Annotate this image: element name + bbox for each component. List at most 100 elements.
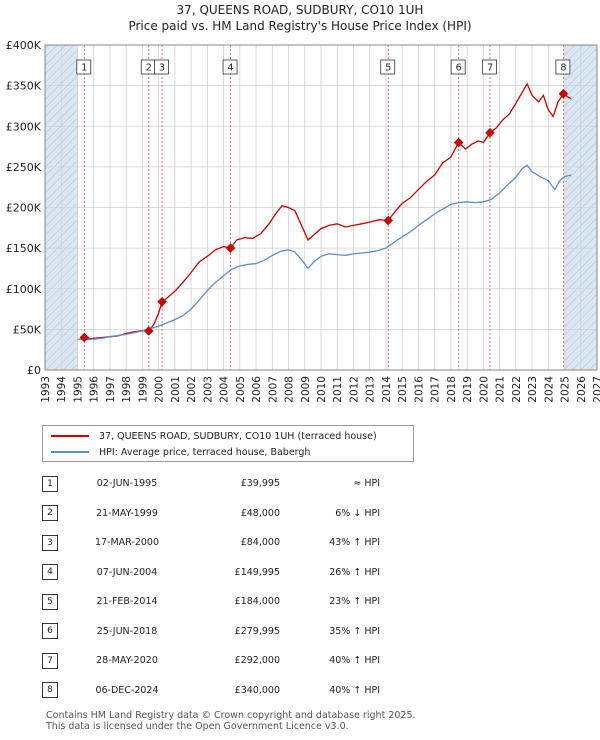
sale-date: 02-JUN-1995 — [96, 478, 158, 490]
transaction-row: 8 06-DEC-2024 £340,000 40% ↑ HPI — [42, 676, 380, 706]
transaction-row: 5 21-FEB-2014 £184,000 23% ↑ HPI — [42, 587, 380, 617]
x-tick-label: 2014 — [381, 376, 393, 403]
hpi-line — [77, 164, 572, 341]
footer-copyright: Contains HM Land Registry data © Crown c… — [46, 710, 416, 721]
legend-label-property: 37, QUEENS ROAD, SUDBURY, CO10 1UH (terr… — [99, 430, 377, 442]
sale-hpi-comparison: ≈ HPI — [353, 478, 380, 490]
sale-badge-number: 6 — [456, 63, 462, 74]
sale-point — [157, 296, 167, 307]
x-tick-label: 1996 — [89, 376, 101, 403]
x-tick-label: 2022 — [511, 376, 523, 403]
sale-hpi-comparison: 35% ↑ HPI — [329, 625, 380, 637]
y-tick-label: £50K — [13, 323, 42, 336]
sale-number-badge: 4 — [42, 564, 58, 581]
x-tick-label: 2023 — [527, 376, 539, 403]
sale-point — [143, 326, 154, 336]
x-tick-label: 1995 — [72, 376, 84, 403]
sale-date: 17-MAR-2000 — [94, 537, 160, 549]
sale-price: £48,000 — [240, 507, 280, 519]
sale-point — [453, 137, 464, 148]
x-tick-label: 2020 — [478, 376, 490, 403]
sale-hpi-comparison: 40% ↑ HPI — [329, 655, 380, 667]
sale-price: £149,995 — [234, 566, 280, 578]
y-tick-label: £350K — [6, 80, 42, 93]
x-tick-label: 1998 — [121, 376, 133, 403]
sale-point — [225, 243, 236, 253]
transaction-row: 7 28-MAY-2020 £292,000 40% ↑ HPI — [42, 646, 380, 676]
x-tick-label: 1993 — [40, 376, 52, 403]
x-tick-label: 2024 — [543, 376, 555, 403]
sale-point — [79, 332, 90, 343]
sale-number-badge: 3 — [42, 534, 58, 551]
sale-number-badge: 8 — [42, 682, 58, 699]
x-tick-label: 2007 — [267, 376, 279, 403]
sale-badge-number: 3 — [159, 63, 165, 74]
legend-item-property: 37, QUEENS ROAD, SUDBURY, CO10 1UH (terr… — [51, 429, 377, 443]
chart-legend: 37, QUEENS ROAD, SUDBURY, CO10 1UH (terr… — [42, 425, 414, 462]
sale-badge-box — [76, 59, 92, 75]
x-tick-label: 2005 — [235, 376, 247, 403]
sale-hpi-comparison: 6% ↓ HPI — [335, 507, 380, 519]
sale-point — [485, 127, 495, 138]
x-tick-label: 1994 — [56, 376, 68, 403]
price-chart: 1993 1994 1995 1996 1997 1998 1999 2000 2001 2002… — [6, 39, 600, 403]
transaction-row: 3 17-MAR-2000 £84,000 43% ↑ HPI — [42, 528, 380, 558]
sale-badge-number: 1 — [81, 63, 87, 74]
sale-date: 25-JUN-2018 — [96, 625, 158, 637]
x-tick-label: 2018 — [446, 376, 458, 403]
y-tick-label: £0 — [27, 364, 41, 377]
sale-price: £39,995 — [240, 478, 280, 490]
sale-badge-number: 7 — [487, 63, 493, 74]
sale-badge-box — [482, 59, 497, 75]
x-tick-label: 2001 — [170, 376, 182, 403]
chart-subtitle: Price paid vs. HM Land Registry's House … — [128, 19, 472, 33]
x-tick-label: 2019 — [462, 376, 474, 403]
x-tick-label: 2003 — [202, 376, 214, 403]
y-tick-label: £250K — [6, 161, 42, 174]
x-tick-label: 1999 — [137, 376, 149, 403]
sale-number-badge: 6 — [42, 623, 58, 640]
transaction-row: 6 25-JUN-2018 £279,995 35% ↑ HPI — [42, 617, 380, 647]
x-tick-label: 2009 — [300, 376, 312, 403]
x-tick-label: 2010 — [316, 376, 328, 403]
footer: Contains HM Land Registry data © Crown c… — [46, 710, 416, 732]
sale-price: £279,995 — [234, 625, 280, 637]
sale-badge-box — [555, 59, 571, 75]
x-tick-label: 2008 — [284, 376, 296, 403]
sale-hpi-comparison: 40% ↑ HPI — [329, 684, 380, 696]
sale-badge-box — [154, 59, 169, 75]
sale-date: 28-MAY-2020 — [96, 655, 158, 667]
sale-date: 07-JUN-2004 — [96, 566, 158, 578]
legend-swatch-property — [51, 435, 89, 437]
sale-date: 21-MAY-1999 — [96, 507, 158, 519]
legend-item-hpi: HPI: Average price, terraced house, Babe… — [51, 445, 310, 459]
x-tick-label: 2025 — [560, 376, 572, 403]
x-tick-label: 2016 — [413, 376, 425, 403]
x-tick-label: 2012 — [348, 376, 360, 403]
y-tick-label: £100K — [6, 283, 42, 296]
sale-date: 06-DEC-2024 — [95, 684, 159, 696]
x-tick-label: 2002 — [186, 376, 198, 403]
property-price-line — [84, 82, 572, 340]
transaction-row: 2 21-MAY-1999 £48,000 6% ↓ HPI — [42, 499, 380, 529]
sale-date: 21-FEB-2014 — [96, 596, 158, 608]
sale-price: £292,000 — [234, 655, 280, 667]
sale-point — [383, 215, 394, 226]
sale-badge-number: 2 — [146, 63, 152, 74]
x-tick-label: 2004 — [219, 376, 231, 403]
transaction-row: 1 02-JUN-1995 £39,995 ≈ HPI — [42, 469, 380, 499]
sale-number-badge: 1 — [42, 475, 58, 492]
x-tick-label: 2015 — [397, 376, 409, 403]
sale-number-badge: 2 — [42, 505, 58, 522]
y-tick-label: £200K — [6, 202, 42, 215]
sale-hpi-comparison: 26% ↑ HPI — [329, 566, 380, 578]
transactions-table: 1 02-JUN-1995 £39,995 ≈ HPI 2 21-MAY-1999 £48,… — [42, 469, 380, 705]
chart-title: 37, QUEENS ROAD, SUDBURY, CO10 1UH — [176, 3, 424, 17]
legend-swatch-hpi — [51, 451, 89, 453]
sale-point — [558, 88, 569, 99]
sale-badge-number: 8 — [560, 63, 566, 74]
x-tick-label: 2026 — [576, 376, 588, 403]
x-tick-label: 2000 — [154, 376, 166, 403]
x-tick-label: 2021 — [495, 376, 507, 403]
sale-hpi-comparison: 23% ↑ HPI — [329, 596, 380, 608]
